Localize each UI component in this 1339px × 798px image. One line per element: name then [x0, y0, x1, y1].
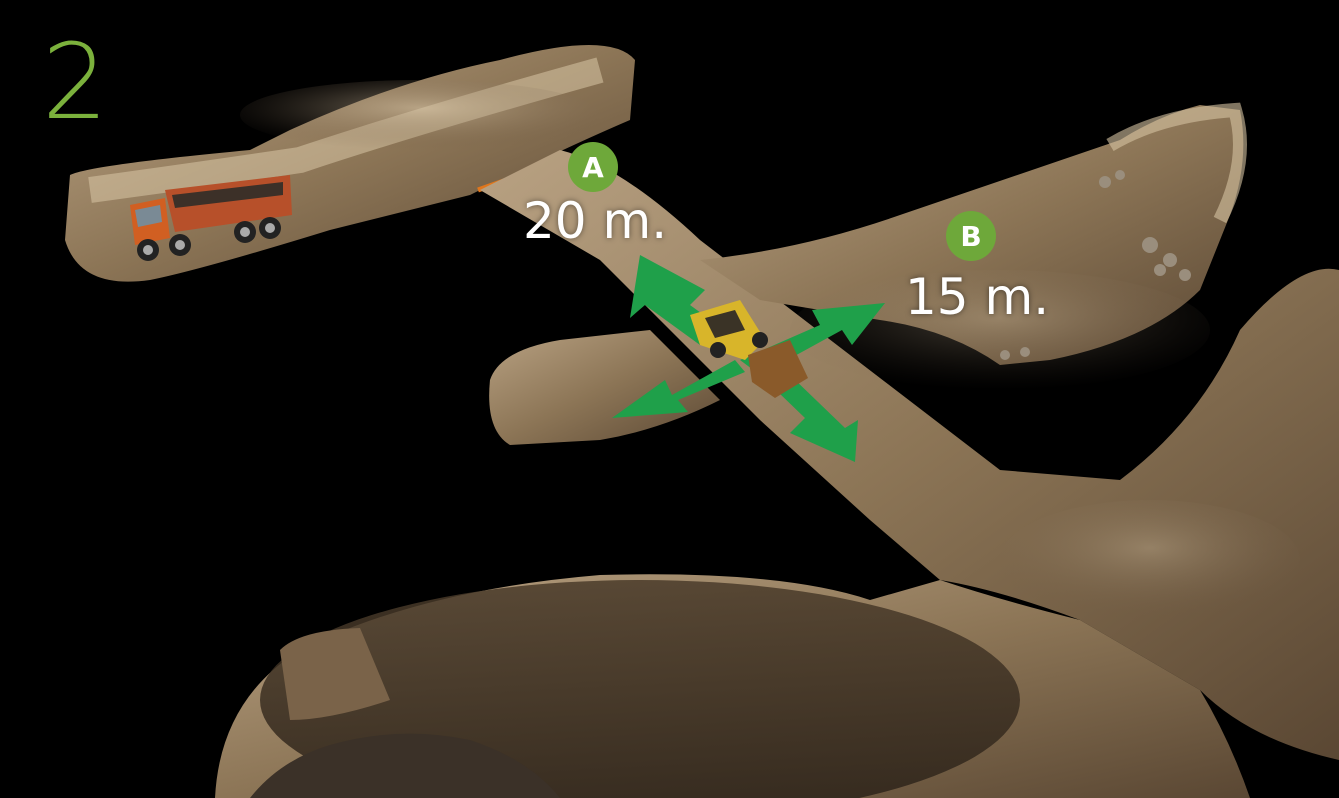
- loader-icon: [690, 300, 808, 398]
- marker-b-letter: B: [960, 219, 982, 253]
- marker-a-letter: A: [582, 150, 604, 184]
- tunnel-left-stub: [489, 330, 720, 445]
- rock-pile: [250, 733, 560, 798]
- marker-b-badge: B: [946, 211, 996, 261]
- dump-truck-icon: [130, 175, 292, 261]
- distance-label-b: 15 m.: [905, 268, 1050, 326]
- rubble-icon: [1000, 170, 1191, 360]
- marker-a-badge: A: [568, 142, 618, 192]
- distance-label-a: 20 m.: [523, 192, 668, 250]
- step-number: 2: [42, 21, 109, 143]
